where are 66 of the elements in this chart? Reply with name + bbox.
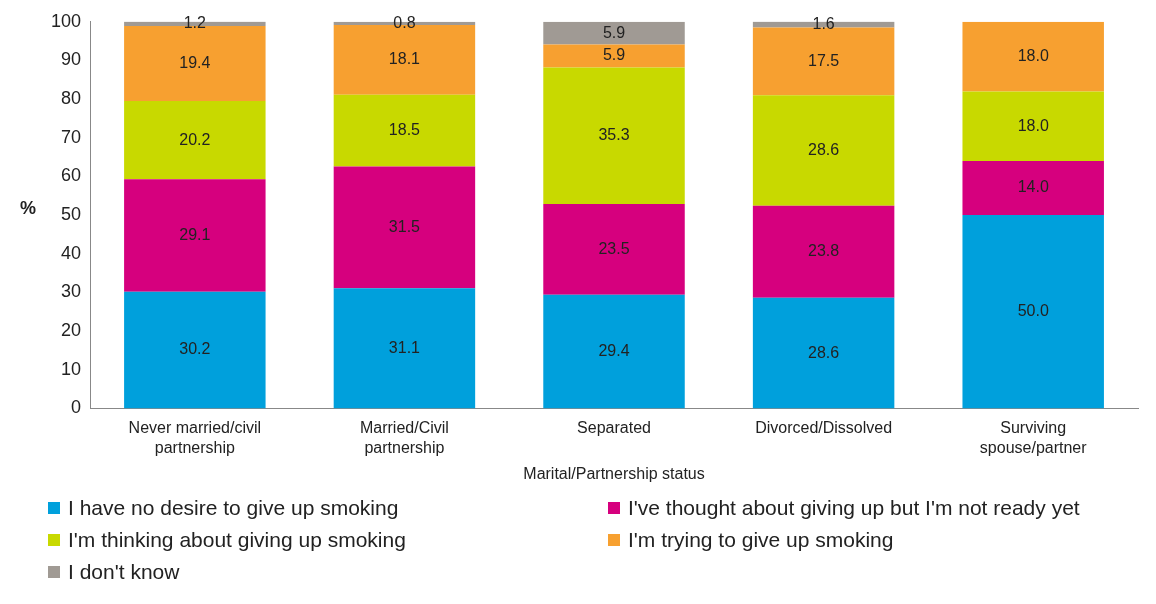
data-label: 5.9	[602, 23, 626, 41]
data-label: 18.5	[388, 121, 421, 139]
data-label: 1.2	[183, 14, 207, 32]
data-label: 31.1	[388, 338, 421, 356]
bar	[543, 294, 685, 409]
data-label: 23.5	[598, 239, 630, 257]
legend-label: I don't know	[68, 560, 180, 584]
y-tick-label: 0	[71, 397, 82, 418]
bar	[962, 21, 1104, 92]
bar	[543, 44, 685, 68]
data-label: 17.5	[808, 51, 840, 69]
legend-label: I've thought about giving up but I'm not ready yet	[628, 496, 1080, 520]
data-label: 29.1	[179, 225, 211, 243]
bar	[543, 21, 685, 45]
data-label: 35.3	[598, 126, 630, 144]
data-label: 19.4	[179, 53, 211, 71]
data-label: 0.8	[393, 13, 416, 31]
bar	[333, 166, 476, 289]
bar	[333, 288, 476, 409]
bar	[124, 179, 266, 292]
x-tick-label: Never married/civil partnership	[128, 419, 262, 456]
bar	[752, 297, 895, 409]
bar	[962, 160, 1104, 216]
y-tick-label: 50	[61, 204, 82, 225]
legend-label: I have no desire to give up smoking	[68, 496, 399, 520]
y-tick-label: 10	[61, 358, 82, 379]
y-axis-title: %	[19, 197, 37, 219]
data-label: 31.5	[388, 217, 421, 235]
y-tick-label: 60	[61, 165, 82, 186]
x-tick-label: Married/Civil partnership	[359, 419, 449, 456]
y-tick-label: 70	[61, 126, 82, 147]
bar	[962, 215, 1104, 409]
data-label: 5.9	[602, 46, 626, 64]
data-label: 18.0	[1017, 116, 1049, 134]
bar	[124, 291, 266, 409]
y-tick-label: 80	[61, 88, 82, 109]
data-label: 50.0	[1017, 302, 1049, 320]
data-label: 23.8	[808, 242, 840, 260]
bar	[543, 203, 685, 295]
data-label: 28.6	[808, 343, 840, 361]
data-label: 18.0	[1017, 47, 1049, 64]
bar	[543, 67, 685, 204]
data-label: 29.4	[598, 341, 630, 359]
data-label: 14.0	[1017, 178, 1049, 196]
y-tick-label: 100	[50, 10, 82, 31]
data-label: 30.2	[179, 340, 211, 358]
y-tick-label: 90	[61, 49, 82, 70]
bar	[333, 94, 476, 167]
bar	[752, 27, 895, 96]
data-label: 20.2	[179, 130, 211, 148]
y-tick-label: 30	[61, 281, 82, 302]
x-axis-title: Marital/Partnership status	[523, 464, 705, 482]
bar	[752, 205, 895, 298]
y-tick-label: 40	[61, 242, 82, 263]
legend-label: I'm trying to give up smoking	[628, 528, 894, 552]
legend-label: I'm thinking about giving up smoking	[68, 528, 406, 552]
data-label: 18.1	[388, 50, 421, 68]
data-label: 28.6	[808, 140, 840, 158]
x-tick-label: Divorced/Dissolved	[755, 419, 893, 437]
x-tick-label: Separated	[577, 419, 651, 437]
bar	[962, 91, 1104, 161]
bar	[124, 101, 266, 180]
x-tick-label: Surviving spouse/partner	[979, 419, 1088, 456]
bar	[752, 95, 895, 206]
bar	[124, 26, 266, 102]
y-tick-label: 20	[61, 320, 82, 341]
